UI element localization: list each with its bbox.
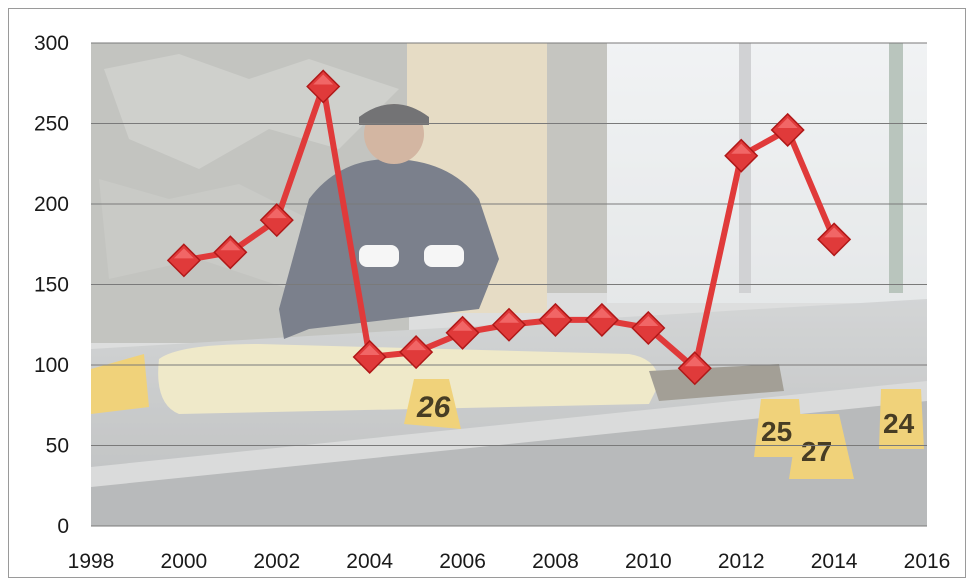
y-tick-label: 100 bbox=[34, 354, 69, 377]
gridlines bbox=[91, 42, 927, 527]
data-point-highlight bbox=[359, 344, 380, 355]
x-tick-label: 2002 bbox=[253, 550, 300, 573]
y-tick-label: 300 bbox=[34, 32, 69, 55]
x-tick-label: 2008 bbox=[532, 550, 579, 573]
x-tick-label: 2004 bbox=[346, 550, 393, 573]
evidence-marker-label: 27 bbox=[801, 436, 832, 467]
data-point-marker bbox=[724, 138, 759, 173]
y-tick-label: 150 bbox=[34, 274, 69, 297]
data-point-marker bbox=[817, 222, 852, 257]
data-point-highlight bbox=[824, 227, 845, 238]
data-point-highlight bbox=[452, 320, 473, 331]
evidence-marker-label: 24 bbox=[883, 408, 915, 439]
data-point-highlight bbox=[313, 74, 334, 85]
data-point-marker bbox=[306, 69, 341, 104]
data-point-highlight bbox=[545, 307, 566, 318]
x-axis: 1998 2000 2002 2004 2006 2008 2010 2012 2014 2016 bbox=[68, 550, 951, 573]
line-chart: 26 25 27 24 0 50 100 150 200 250 300 1998 2000 2… bbox=[34, 32, 951, 573]
data-point-marker bbox=[677, 351, 712, 386]
evidence-marker-label: 25 bbox=[761, 416, 792, 447]
data-point-marker bbox=[259, 203, 294, 238]
data-point-marker bbox=[538, 302, 573, 337]
data-point-marker bbox=[491, 307, 527, 342]
x-tick-label: 2012 bbox=[718, 550, 765, 573]
evidence-marker-labels: 26 25 27 24 bbox=[416, 391, 915, 467]
x-tick-label: 2016 bbox=[904, 550, 951, 573]
data-point-marker bbox=[445, 315, 480, 350]
data-point-highlight bbox=[638, 315, 659, 326]
data-point-highlight bbox=[684, 356, 705, 367]
data-point-marker bbox=[399, 335, 434, 370]
y-tick-label: 0 bbox=[57, 515, 69, 538]
data-point-marker bbox=[584, 302, 619, 337]
data-point-marker bbox=[166, 243, 201, 278]
data-point-highlight bbox=[220, 240, 241, 251]
x-tick-label: 2014 bbox=[811, 550, 858, 573]
x-tick-label: 1998 bbox=[68, 550, 115, 573]
y-tick-label: 50 bbox=[46, 435, 69, 458]
data-point-marker bbox=[213, 235, 248, 270]
data-point-marker bbox=[770, 112, 805, 148]
chart-frame: 26 25 27 24 0 50 100 150 200 250 300 1998 2000 2… bbox=[8, 8, 966, 578]
data-point-highlight bbox=[777, 117, 798, 128]
y-tick-label: 250 bbox=[34, 113, 69, 136]
data-point-highlight bbox=[266, 208, 287, 219]
data-point-highlight bbox=[406, 340, 427, 351]
data-point-marker bbox=[352, 339, 387, 375]
data-point-highlight bbox=[173, 248, 194, 259]
y-tick-label: 200 bbox=[34, 193, 69, 216]
data-point-highlight bbox=[731, 143, 752, 154]
data-point-highlight bbox=[591, 307, 612, 318]
x-tick-label: 2000 bbox=[161, 550, 208, 573]
data-point-highlight bbox=[499, 312, 519, 323]
evidence-marker-label: 26 bbox=[416, 391, 451, 424]
x-tick-label: 2010 bbox=[625, 550, 672, 573]
series-group bbox=[166, 69, 852, 386]
data-point-marker bbox=[631, 310, 666, 346]
x-tick-label: 2006 bbox=[439, 550, 486, 573]
y-axis: 0 50 100 150 200 250 300 bbox=[34, 32, 69, 538]
